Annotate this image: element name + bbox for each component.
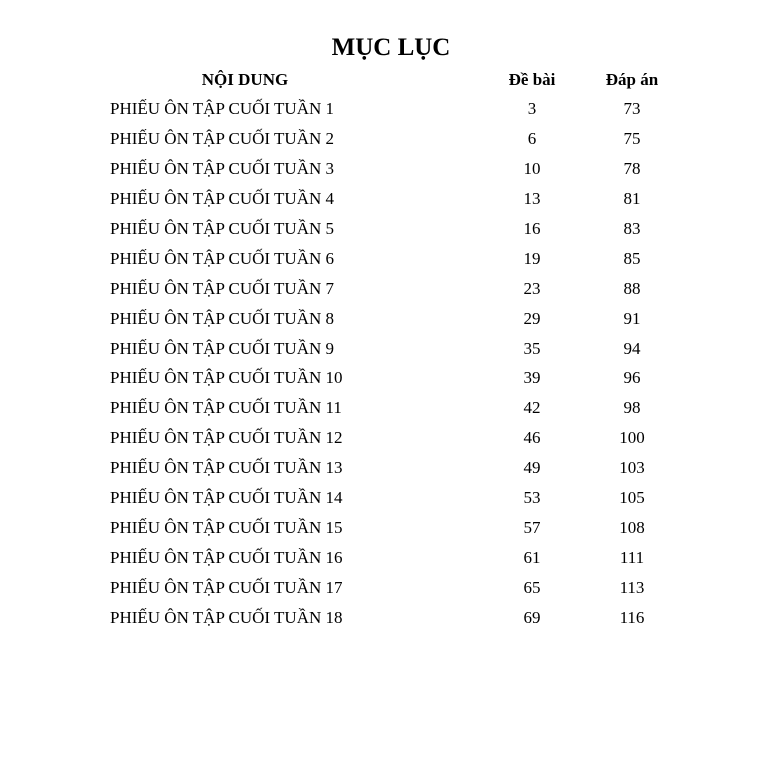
toc-entry-title: PHIẾU ÔN TẬP CUỐI TUẦN 13 (110, 458, 343, 478)
toc-entry-title: PHIẾU ÔN TẬP CUỐI TUẦN 3 (110, 158, 334, 178)
exercise-page: 13 (523, 188, 541, 208)
answer-page: 83 (623, 218, 641, 238)
exercise-page: 10 (523, 158, 541, 178)
toc-row: PHIẾU ÔN TẬP CUỐI TUẦN 18 69 116 (0, 607, 778, 637)
answer-page: 88 (623, 278, 641, 298)
toc-list: PHIẾU ÔN TẬP CUỐI TUẦN 1 3 73 PHIẾU ÔN TẬP … (0, 98, 778, 637)
toc-entry-title: PHIẾU ÔN TẬP CUỐI TUẦN 17 (110, 578, 343, 597)
exercise-page: 35 (523, 338, 541, 358)
answer-page: 116 (619, 607, 645, 627)
page-title: MỤC LỤC (331, 34, 451, 61)
answer-page: 78 (623, 158, 641, 178)
exercise-page: 61 (523, 548, 541, 568)
toc-entry-title: PHIẾU ÔN TẬP CUỐI TUẦN 15 (110, 518, 343, 538)
toc-entry-title: PHIẾU ÔN TẬP CUỐI TUẦN 11 (110, 398, 342, 418)
toc-entry-title: PHIẾU ÔN TẬP CUỐI TUẦN 2 (110, 128, 334, 148)
header-answer: Đáp án (605, 70, 659, 89)
toc-entry-title: PHIẾU ÔN TẬP CUỐI TUẦN 14 (110, 488, 343, 508)
toc-entry-title: PHIẾU ÔN TẬP CUỐI TUẦN 5 (110, 218, 334, 238)
header-exercise: Đề bài (508, 70, 556, 89)
exercise-page: 23 (523, 278, 541, 298)
toc-row: PHIẾU ÔN TẬP CUỐI TUẦN 15 57 108 (0, 517, 778, 547)
toc-row: PHIẾU ÔN TẬP CUỐI TUẦN 8 29 91 (0, 308, 778, 338)
toc-row: PHIẾU ÔN TẬP CUỐI TUẦN 13 49 103 (0, 457, 778, 487)
toc-row: PHIẾU ÔN TẬP CUỐI TUẦN 9 35 94 (0, 338, 778, 368)
exercise-page: 49 (523, 458, 541, 478)
toc-row: PHIẾU ÔN TẬP CUỐI TUẦN 17 65 113 (0, 577, 778, 607)
exercise-page: 39 (523, 368, 541, 388)
header-content: NỘI DUNG (201, 70, 289, 89)
toc-entry-title: PHIẾU ÔN TẬP CUỐI TUẦN 1 (110, 99, 334, 118)
answer-page: 81 (623, 188, 641, 208)
exercise-page: 29 (523, 308, 541, 328)
toc-row: PHIẾU ÔN TẬP CUỐI TUẦN 11 42 98 (0, 397, 778, 427)
toc-row: PHIẾU ÔN TẬP CUỐI TUẦN 2 6 75 (0, 128, 778, 158)
toc-entry-title: PHIẾU ÔN TẬP CUỐI TUẦN 16 (110, 548, 343, 568)
answer-page: 73 (623, 99, 641, 118)
exercise-page: 46 (523, 428, 541, 448)
toc-entry-title: PHIẾU ÔN TẬP CUỐI TUẦN 18 (110, 607, 343, 627)
toc-row: PHIẾU ÔN TẬP CUỐI TUẦN 5 16 83 (0, 218, 778, 248)
exercise-page: 53 (523, 488, 541, 508)
toc-entry-title: PHIẾU ÔN TẬP CUỐI TUẦN 9 (110, 338, 334, 358)
toc-row: PHIẾU ÔN TẬP CUỐI TUẦN 4 13 81 (0, 188, 778, 218)
toc-entry-title: PHIẾU ÔN TẬP CUỐI TUẦN 4 (110, 188, 334, 208)
toc-entry-title: PHIẾU ÔN TẬP CUỐI TUẦN 12 (110, 428, 343, 448)
toc-row: PHIẾU ÔN TẬP CUỐI TUẦN 10 39 96 (0, 367, 778, 397)
exercise-page: 69 (523, 607, 541, 627)
answer-page: 113 (619, 578, 645, 597)
toc-row: PHIẾU ÔN TẬP CUỐI TUẦN 3 10 78 (0, 158, 778, 188)
answer-page: 94 (623, 338, 641, 358)
exercise-page: 6 (527, 128, 537, 148)
answer-page: 96 (623, 368, 641, 388)
exercise-page: 57 (523, 518, 541, 538)
answer-page: 100 (619, 428, 645, 448)
toc-entry-title: PHIẾU ÔN TẬP CUỐI TUẦN 7 (110, 278, 334, 298)
toc-row: PHIẾU ÔN TẬP CUỐI TUẦN 14 53 105 (0, 487, 778, 517)
answer-page: 91 (623, 308, 641, 328)
exercise-page: 3 (527, 99, 537, 118)
toc-row: PHIẾU ÔN TẬP CUỐI TUẦN 1 3 73 (0, 98, 778, 128)
answer-page: 75 (623, 128, 641, 148)
exercise-page: 65 (523, 578, 541, 597)
exercise-page: 19 (523, 248, 541, 268)
answer-page: 108 (619, 518, 645, 538)
toc-entry-title: PHIẾU ÔN TẬP CUỐI TUẦN 6 (110, 248, 334, 268)
answer-page: 85 (623, 248, 641, 268)
toc-row: PHIẾU ÔN TẬP CUỐI TUẦN 12 46 100 (0, 427, 778, 457)
answer-page: 98 (623, 398, 641, 418)
toc-row: PHIẾU ÔN TẬP CUỐI TUẦN 6 19 85 (0, 248, 778, 278)
toc-entry-title: PHIẾU ÔN TẬP CUỐI TUẦN 10 (110, 368, 343, 388)
answer-page: 105 (619, 488, 645, 508)
exercise-page: 42 (523, 398, 541, 418)
toc-entry-title: PHIẾU ÔN TẬP CUỐI TUẦN 8 (110, 308, 334, 328)
toc-row: PHIẾU ÔN TẬP CUỐI TUẦN 16 61 111 (0, 547, 778, 577)
answer-page: 111 (619, 548, 645, 568)
toc-row: PHIẾU ÔN TẬP CUỐI TUẦN 7 23 88 (0, 278, 778, 308)
answer-page: 103 (619, 458, 645, 478)
exercise-page: 16 (523, 218, 541, 238)
